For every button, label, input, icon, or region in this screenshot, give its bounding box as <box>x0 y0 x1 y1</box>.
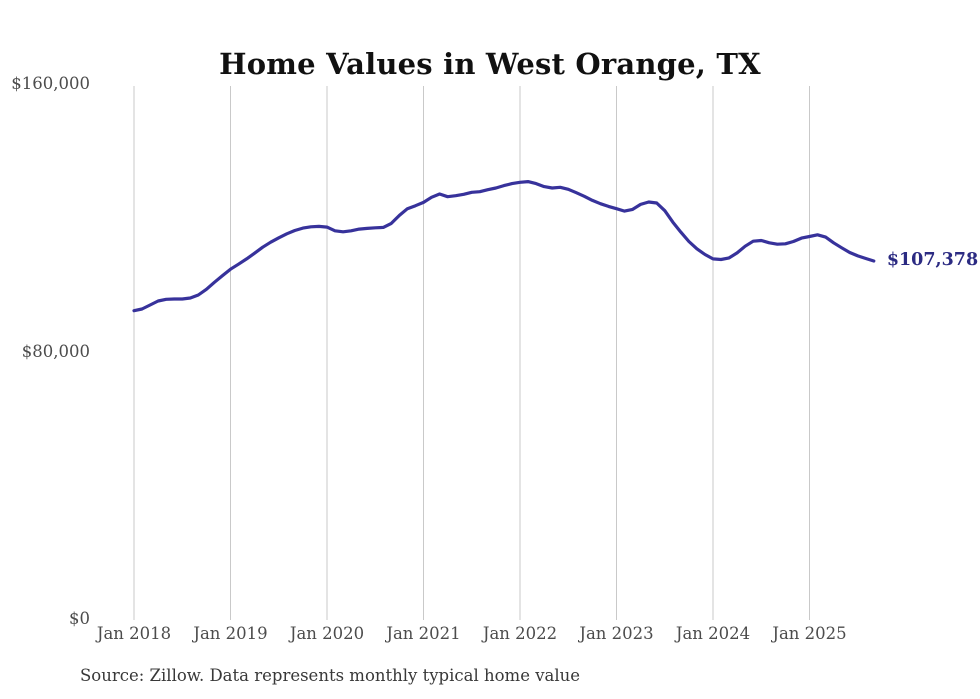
last-value-label: $107,378 <box>886 249 979 270</box>
home-value-line <box>132 180 876 313</box>
source-note: Source: Zillow. Data represents monthly … <box>80 666 581 685</box>
chart-title: Home Values in West Orange, TX <box>219 47 761 82</box>
